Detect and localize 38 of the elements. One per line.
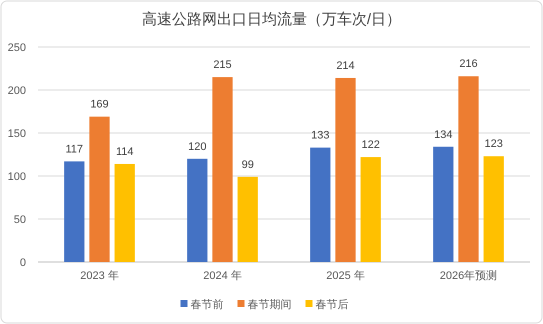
data-label: 114 bbox=[116, 146, 134, 158]
data-label: 117 bbox=[66, 143, 84, 156]
legend-label: 春节后 bbox=[316, 298, 348, 311]
bar bbox=[433, 146, 454, 262]
data-label: 122 bbox=[362, 139, 380, 152]
data-label: 120 bbox=[188, 140, 206, 153]
title: 高速公路网出口日均流量（万车次/日） bbox=[142, 11, 402, 28]
x-tick-label: 2024 年 bbox=[203, 270, 242, 282]
data-label: 169 bbox=[90, 98, 109, 111]
data-label: 133 bbox=[311, 130, 330, 142]
x-tick-label: 2023 年 bbox=[80, 270, 119, 282]
bar bbox=[114, 164, 135, 262]
y-tick-label: 0 bbox=[20, 257, 26, 269]
y-tick-label: 150 bbox=[8, 128, 26, 140]
y-tick-label: 200 bbox=[8, 85, 26, 97]
bar bbox=[484, 156, 504, 262]
legend-label: 春节期间 bbox=[248, 298, 292, 311]
x-tick-label: 2025 年 bbox=[326, 270, 365, 282]
data-label: 134 bbox=[434, 128, 452, 141]
y-tick-label: 50 bbox=[14, 214, 26, 226]
bar bbox=[64, 161, 84, 262]
bar bbox=[212, 77, 233, 262]
y-tick-label: 250 bbox=[8, 42, 26, 54]
data-label: 99 bbox=[242, 158, 254, 171]
data-label: 215 bbox=[213, 59, 232, 72]
data-label: 214 bbox=[336, 60, 355, 72]
data-label: 123 bbox=[484, 138, 503, 150]
y-tick-label: 100 bbox=[8, 171, 26, 183]
bar bbox=[89, 116, 110, 262]
bar bbox=[335, 78, 356, 262]
x-tick-label: 2026年预测 bbox=[440, 270, 498, 282]
bar bbox=[310, 148, 330, 262]
bar bbox=[187, 158, 208, 262]
bar bbox=[238, 176, 258, 262]
data-label: 216 bbox=[459, 58, 478, 70]
bar bbox=[360, 157, 381, 262]
bar bbox=[458, 76, 479, 262]
legend-label: 春节前 bbox=[190, 298, 224, 311]
